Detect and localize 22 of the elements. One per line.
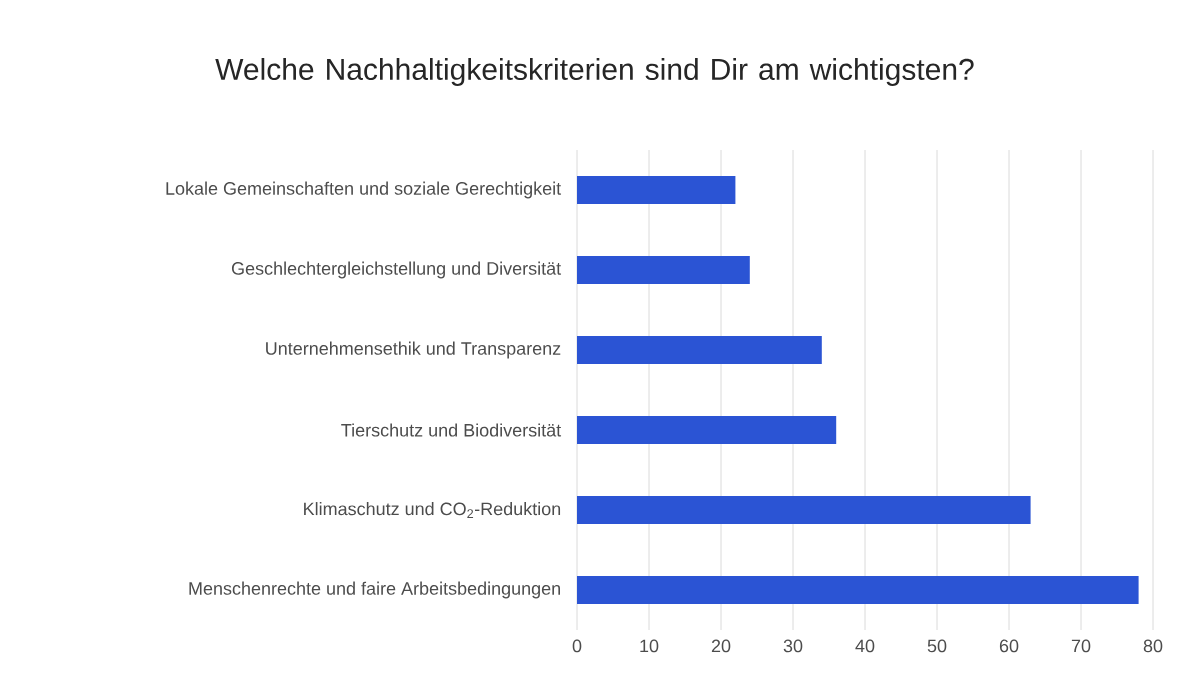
x-tick-label: 10	[640, 639, 659, 653]
bar	[577, 336, 822, 364]
y-tick-label: Menschenrechte und faire Arbeitsbedingungen	[189, 581, 560, 599]
x-tick-label: 80	[1143, 639, 1163, 653]
y-tick-label: Unternehmensethik und Transparenz	[266, 341, 561, 359]
bar	[577, 576, 1139, 604]
bar	[577, 416, 837, 444]
y-tick-label: Geschlechtergleichstellung und Diversität	[231, 261, 562, 279]
bar	[577, 256, 750, 284]
y-tick-label: Tierschutz und Biodiversität	[341, 423, 562, 437]
x-tick-label: 0	[572, 639, 582, 653]
bar	[577, 496, 1031, 524]
bar	[577, 176, 736, 204]
y-tick-label: Klimaschutz und CO$_{2}$-Reduktion	[304, 502, 561, 518]
x-tick-label: 50	[927, 639, 947, 653]
x-tick-label: 30	[783, 639, 803, 653]
x-tick-label: 20	[711, 639, 731, 653]
x-tick-label: 60	[999, 639, 1019, 653]
x-tick-label: 70	[1071, 639, 1091, 653]
chart-title: Welche Nachhaltigkeitskriterien sind Dir am wichtigsten?	[215, 58, 974, 86]
x-tick-label: 40	[855, 639, 875, 653]
y-tick-label: Lokale Gemeinschaften und soziale Gerechtigkeit	[166, 181, 562, 199]
